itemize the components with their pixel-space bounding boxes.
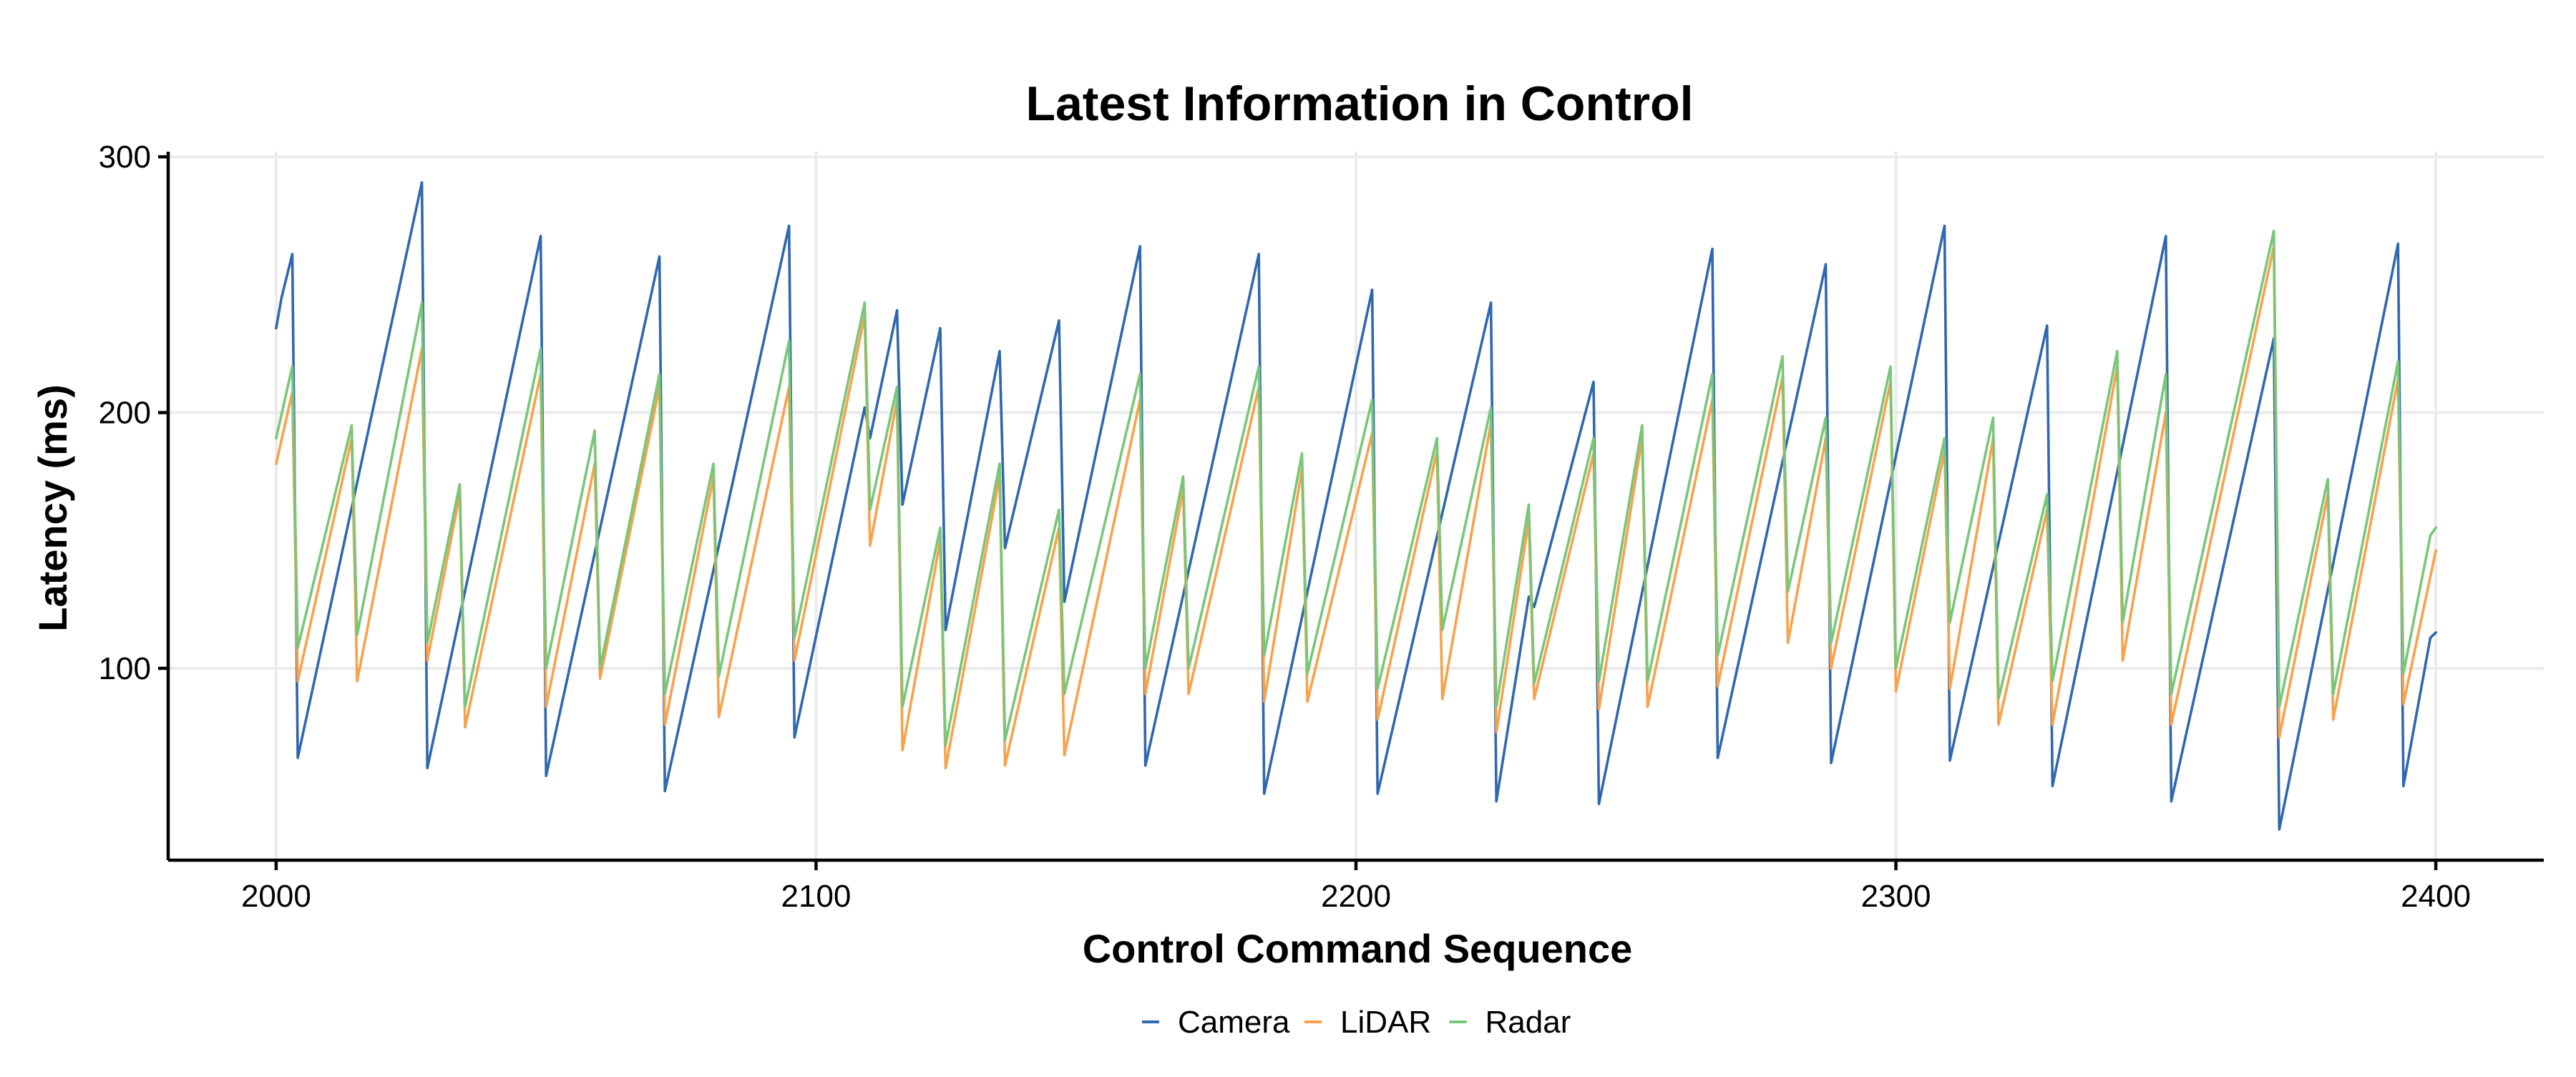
x-tick-label: 2200 <box>1321 879 1391 914</box>
x-tick-label: 2000 <box>241 879 311 914</box>
legend-label-camera: Camera <box>1178 1005 1290 1040</box>
legend-label-lidar: LiDAR <box>1340 1005 1431 1040</box>
x-tick-label: 2100 <box>781 879 852 914</box>
x-axis-ticks: 2000 2100 2200 2300 2400 <box>241 860 2471 914</box>
y-axis-title: Latency (ms) <box>30 384 75 631</box>
series-line-radar <box>275 230 2437 746</box>
series-line-lidar <box>275 245 2437 770</box>
x-tick-label: 2300 <box>1861 879 1931 914</box>
series-layer <box>275 181 2437 831</box>
y-tick-label: 300 <box>99 140 151 175</box>
y-axis-ticks: 100 200 300 <box>99 140 168 686</box>
y-tick-label: 200 <box>99 396 151 431</box>
y-tick-label: 100 <box>99 651 151 686</box>
legend-label-radar: Radar <box>1485 1005 1571 1040</box>
chart-title: Latest Information in Control <box>1025 77 1693 131</box>
legend: Camera LiDAR Radar <box>1142 1005 1571 1040</box>
x-tick-label: 2400 <box>2401 879 2471 914</box>
x-axis-title: Control Command Sequence <box>1083 926 1633 971</box>
gridlines <box>168 152 2544 860</box>
